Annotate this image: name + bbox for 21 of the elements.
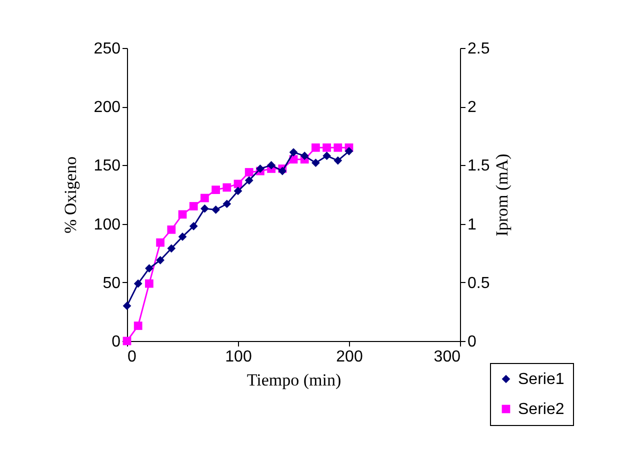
y-tick-label: 150 xyxy=(94,158,121,175)
x-tick-label: 0 xyxy=(128,348,136,366)
x-tick-label: 100 xyxy=(225,348,252,366)
legend-label: Serie2 xyxy=(518,401,564,418)
y2-tick-label: 1.5 xyxy=(468,158,490,175)
y2-tick-label: 1 xyxy=(468,216,476,234)
legend-label: Serie1 xyxy=(518,371,564,388)
y-tick-label: 100 xyxy=(94,216,121,234)
y2-tick-label: 2 xyxy=(468,99,476,116)
y2-axis-title: Iprom (mA) xyxy=(492,154,512,236)
y-tick-label: 200 xyxy=(94,99,121,116)
x-axis-title: Tiempo (min) xyxy=(246,370,342,390)
y2-tick-label: 2.5 xyxy=(468,40,490,58)
y2-tick-label: 0 xyxy=(468,334,476,350)
y-axis-title: % Oxigeno xyxy=(60,156,80,234)
x-tick-label: 200 xyxy=(336,348,363,366)
y2-tick-label: 0.5 xyxy=(468,274,490,292)
y-tick-label: 250 xyxy=(94,40,121,58)
y-tick-label: 0 xyxy=(112,334,121,350)
x-tick-label: 300 xyxy=(434,348,461,366)
y-tick-label: 50 xyxy=(102,274,121,292)
